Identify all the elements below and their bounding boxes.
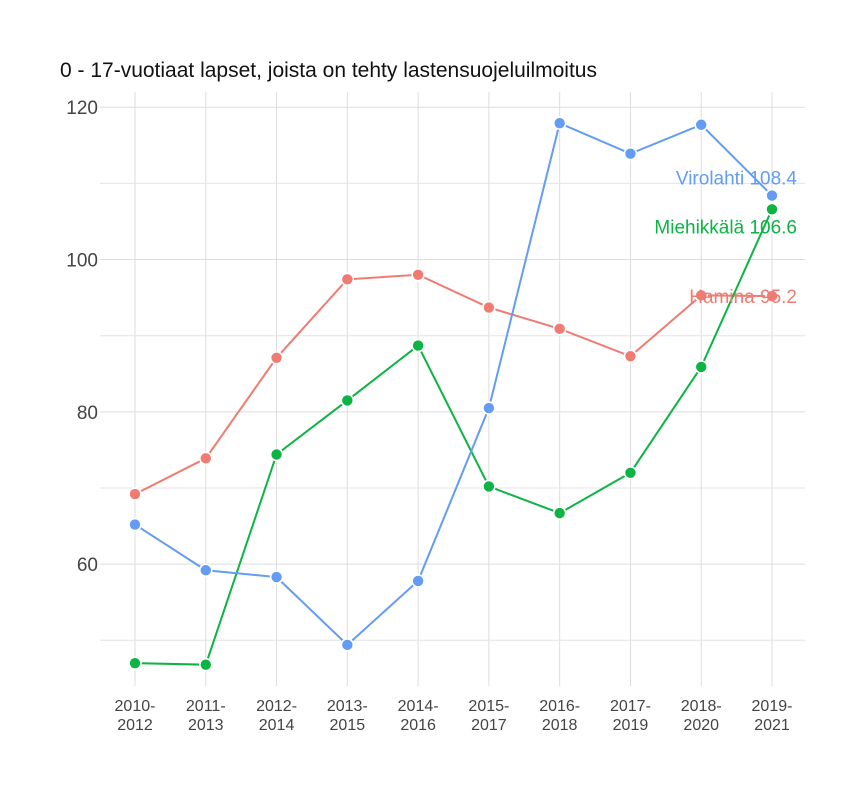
data-point [552,116,567,131]
data-point [765,202,779,217]
data-point [694,117,709,132]
data-point [552,506,567,520]
x-axis: 2010-2012 2011-2013 2012-2014 2013-2015 2014… [115,698,793,734]
data-point [552,322,567,336]
x-tick-label: 2011-2013 [186,698,226,734]
x-tick-label: 2010-2012 [115,698,156,734]
data-point [623,146,638,161]
data-point [411,338,425,353]
end-label-virolahti: Virolahti 108.4 [676,169,798,190]
data-point [482,479,496,494]
x-tick-label: 2019-2021 [752,698,793,734]
data-point [482,401,496,415]
data-point [694,288,709,303]
y-tick-label: 120 [66,98,98,119]
x-tick-label: 2016-2018 [539,698,580,734]
data-point [128,517,142,532]
x-tick-label: 2015-2017 [468,698,509,734]
series-line-miehikkälä [134,208,773,666]
series-points [128,116,779,672]
data-point [623,465,638,480]
end-labels: Hamina 95.2 Miehikkälä 106.6 Virolahti 108… [654,169,797,309]
end-label-miehikkälä: Miehikkälä 106.6 [654,217,797,238]
data-point [269,570,284,584]
data-point [765,188,779,203]
x-tick-label: 2013-2015 [327,698,368,734]
data-point [198,563,213,578]
x-tick-label: 2018-2020 [681,698,722,734]
data-point [411,267,425,282]
data-point [340,393,355,408]
data-point [128,487,142,501]
data-point [765,289,779,303]
series-lines [134,121,773,666]
data-point [269,350,284,365]
y-axis: 60 80 100 120 [66,98,98,576]
data-point [411,574,425,588]
x-tick-label: 2014-2016 [398,698,439,734]
data-point [269,447,284,462]
data-point [482,300,496,315]
data-point [198,657,213,672]
data-point [694,360,709,374]
series-line-hamina [134,273,773,495]
series-line-virolahti [134,121,773,647]
x-tick-label: 2017-2019 [610,698,651,734]
data-point [340,272,355,287]
data-point [623,349,638,364]
data-point [340,638,355,652]
y-tick-label: 60 [77,555,98,576]
y-tick-label: 100 [66,251,98,272]
x-tick-label: 2012-2014 [256,698,297,734]
chart-title: 0 - 17-vuotiaat lapset, joista on tehty … [60,59,597,82]
end-label-hamina: Hamina 95.2 [689,287,797,308]
y-tick-label: 80 [77,403,98,424]
data-point [128,656,142,670]
grid [100,92,805,686]
data-point [198,451,213,466]
